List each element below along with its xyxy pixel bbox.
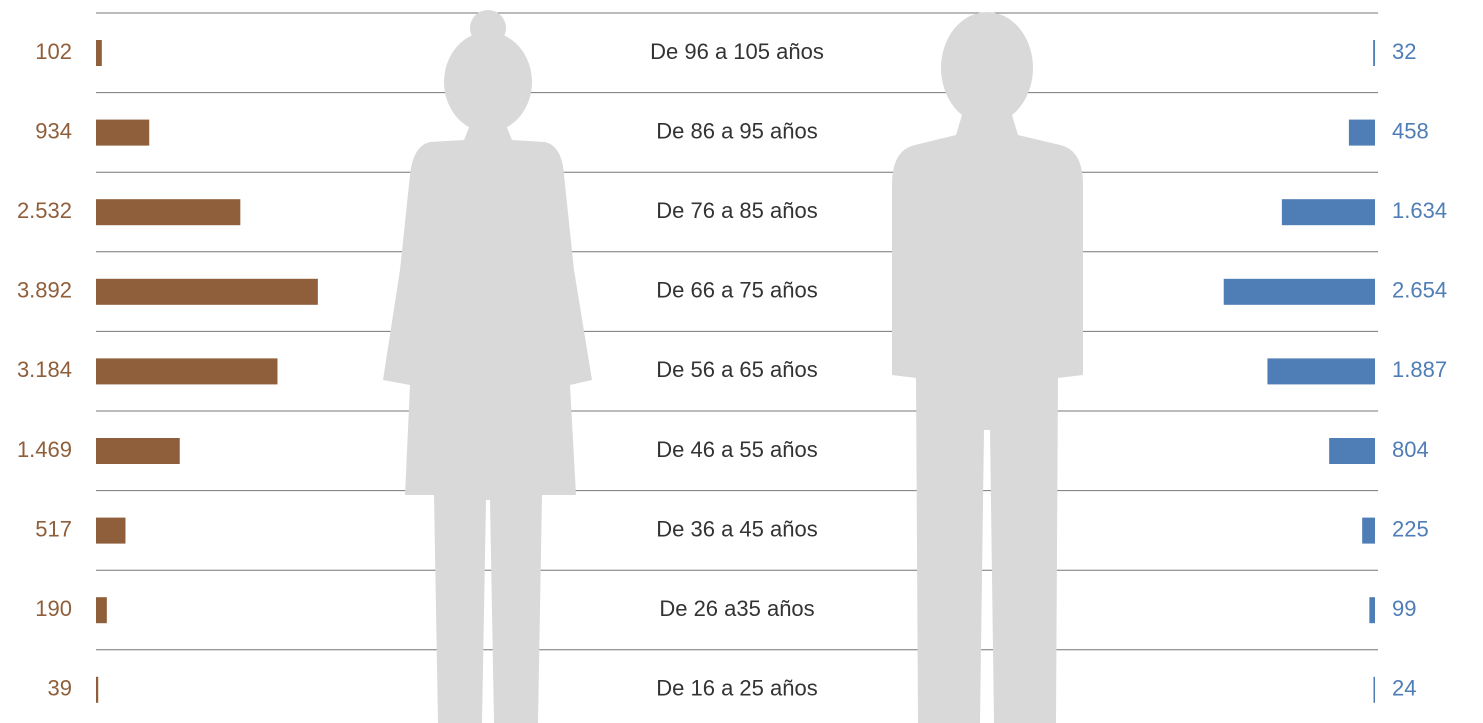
value-label: 39 [48, 676, 72, 701]
category-label: De 66 a 75 años [656, 278, 817, 303]
row-dividers [96, 13, 1378, 650]
value-label: 3.184 [17, 357, 72, 382]
woman-silhouette [383, 10, 592, 723]
value-label: 225 [1392, 516, 1429, 541]
value-label: 804 [1392, 437, 1429, 462]
men-bar [1282, 199, 1375, 225]
chart: De 96 a 105 años 102 32 De 86 a 95 años 934 4… [0, 0, 1483, 723]
value-label: 190 [35, 596, 72, 621]
category-label: De 56 a 65 años [656, 357, 817, 382]
women-bar [96, 358, 277, 384]
category-label: De 16 a 25 años [656, 676, 817, 701]
man-silhouette [892, 12, 1083, 723]
men-bar [1267, 358, 1375, 384]
women-bar [96, 279, 318, 305]
value-label: 32 [1392, 39, 1416, 64]
value-label: 24 [1392, 676, 1416, 701]
men-bar [1362, 518, 1375, 544]
value-label: 102 [35, 39, 72, 64]
men-bar [1369, 597, 1375, 623]
men-bar [1224, 279, 1375, 305]
value-label: 99 [1392, 596, 1416, 621]
value-label: 517 [35, 516, 72, 541]
men-bar [1349, 120, 1375, 146]
value-label: 2.654 [1392, 278, 1447, 303]
value-label: 458 [1392, 118, 1429, 143]
women-bar [96, 597, 107, 623]
category-label: De 46 a 55 años [656, 437, 817, 462]
women-bar [96, 677, 98, 703]
value-label: 1.469 [17, 437, 72, 462]
category-label: De 76 a 85 años [656, 198, 817, 223]
value-label: 3.892 [17, 278, 72, 303]
women-bar [96, 518, 125, 544]
value-label: 934 [35, 118, 72, 143]
women-bar [96, 120, 149, 146]
men-bar [1373, 40, 1375, 66]
category-label: De 36 a 45 años [656, 516, 817, 541]
value-label: 1.887 [1392, 357, 1447, 382]
plot: De 96 a 105 años 102 32 De 86 a 95 años 934 4… [17, 39, 1447, 703]
value-label: 2.532 [17, 198, 72, 223]
category-label: De 26 a35 años [659, 596, 814, 621]
women-bar [96, 199, 240, 225]
men-bar [1374, 677, 1376, 703]
women-bar [96, 438, 180, 464]
women-bar [96, 40, 102, 66]
category-label: De 96 a 105 años [650, 39, 824, 64]
value-label: 1.634 [1392, 198, 1447, 223]
men-bar [1329, 438, 1375, 464]
category-label: De 86 a 95 años [656, 118, 817, 143]
